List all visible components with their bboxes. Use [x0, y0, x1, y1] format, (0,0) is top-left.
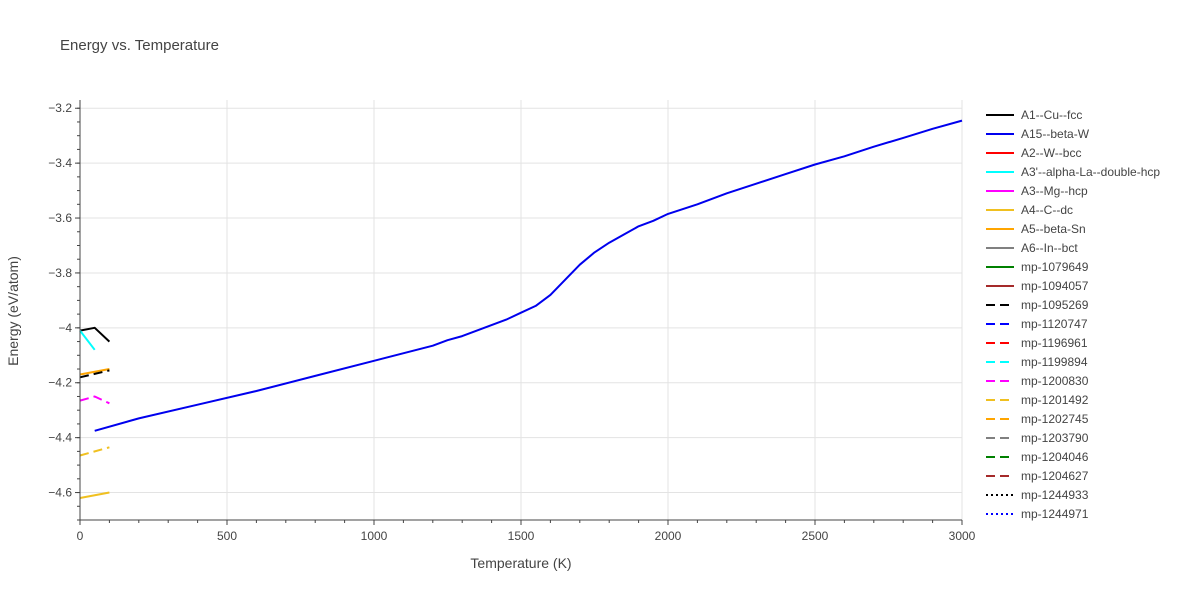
legend-label: mp-1204627: [1021, 469, 1089, 483]
legend-label: A1--Cu--fcc: [1021, 108, 1082, 122]
legend-item[interactable]: mp-1120747: [986, 317, 1088, 331]
legend-item[interactable]: mp-1199894: [986, 355, 1088, 369]
y-tick-label: −3.2: [48, 101, 72, 115]
x-tick-label: 3000: [949, 529, 976, 543]
x-axis-title: Temperature (K): [470, 555, 571, 571]
legend-item[interactable]: A1--Cu--fcc: [986, 108, 1082, 122]
legend-item[interactable]: A3'--alpha-La--double-hcp: [986, 165, 1160, 179]
legend-label: mp-1079649: [1021, 260, 1089, 274]
legend-item[interactable]: mp-1244933: [986, 488, 1089, 502]
legend-item[interactable]: mp-1079649: [986, 260, 1089, 274]
y-tick-label: −4.4: [48, 431, 72, 445]
legend-item[interactable]: A4--C--dc: [986, 203, 1073, 217]
legend-label: mp-1199894: [1021, 355, 1088, 369]
legend-item[interactable]: mp-1202745: [986, 412, 1089, 426]
x-tick-label: 0: [77, 529, 84, 543]
legend-label: mp-1244933: [1021, 488, 1089, 502]
y-tick-label: −4.6: [48, 486, 72, 500]
legend-item[interactable]: mp-1244971: [986, 507, 1089, 521]
y-tick-label: −4: [58, 321, 72, 335]
legend-item[interactable]: mp-1204627: [986, 469, 1089, 483]
plot-area: [79, 119, 963, 499]
x-tick-label: 1000: [361, 529, 388, 543]
x-tick-label: 500: [217, 529, 237, 543]
legend-item[interactable]: A5--beta-Sn: [986, 222, 1086, 236]
y-tick-label: −3.4: [48, 156, 72, 170]
series-line-A1--Cu--fcc: [79, 326, 111, 343]
legend[interactable]: A1--Cu--fcc A15--beta-W A2--W--bcc A3'--alp…: [986, 108, 1160, 521]
legend-item[interactable]: mp-1196961: [986, 336, 1088, 350]
legend-label: mp-1094057: [1021, 279, 1089, 293]
y-axis-title: Energy (eV/atom): [5, 256, 21, 366]
legend-label: mp-1095269: [1021, 298, 1089, 312]
legend-item[interactable]: A2--W--bcc: [986, 146, 1081, 160]
legend-item[interactable]: mp-1094057: [986, 279, 1089, 293]
y-tick-label: −4.2: [48, 376, 72, 390]
axes: 0 500 1000 1500 2000 2500 3000 −4.6 −4.4 −4.2 −4 −3…: [48, 100, 976, 543]
y-tick-label: −3.8: [48, 266, 72, 280]
series-line-A3'--alpha-La--double-hcp: [79, 329, 96, 351]
series-line-A5--beta-Sn: [79, 368, 110, 376]
legend-label: mp-1200830: [1021, 374, 1089, 388]
legend-label: A3'--alpha-La--double-hcp: [1021, 165, 1160, 179]
x-tick-label: 1500: [508, 529, 535, 543]
series-line-mp-1200830: [79, 395, 110, 405]
legend-label: A15--beta-W: [1021, 127, 1090, 141]
legend-item[interactable]: mp-1200830: [986, 374, 1089, 388]
legend-item[interactable]: A3--Mg--hcp: [986, 184, 1088, 198]
legend-label: A5--beta-Sn: [1021, 222, 1086, 236]
series-line-mp-1201492: [79, 446, 110, 457]
legend-label: mp-1196961: [1021, 336, 1088, 350]
legend-label: mp-1120747: [1021, 317, 1088, 331]
legend-label: mp-1244971: [1021, 507, 1089, 521]
series-line-A15--beta-W: [94, 119, 963, 432]
legend-label: A6--In--bct: [1021, 241, 1078, 255]
legend-label: mp-1202745: [1021, 412, 1089, 426]
grid: [80, 100, 963, 520]
y-tick-label: −3.6: [48, 211, 72, 225]
legend-label: mp-1204046: [1021, 450, 1089, 464]
series-line-mp-1095269: [79, 369, 110, 379]
legend-label: mp-1201492: [1021, 393, 1089, 407]
x-tick-label: 2500: [802, 529, 829, 543]
legend-label: mp-1203790: [1021, 431, 1089, 445]
legend-label: A2--W--bcc: [1021, 146, 1081, 160]
legend-item[interactable]: mp-1201492: [986, 393, 1089, 407]
legend-label: A4--C--dc: [1021, 203, 1073, 217]
chart-title: Energy vs. Temperature: [60, 37, 219, 54]
legend-item[interactable]: mp-1095269: [986, 298, 1089, 312]
legend-item[interactable]: mp-1203790: [986, 431, 1089, 445]
series-line-A4--C--dc: [79, 491, 110, 499]
legend-item[interactable]: A6--In--bct: [986, 241, 1078, 255]
legend-item[interactable]: mp-1204046: [986, 450, 1089, 464]
x-tick-label: 2000: [655, 529, 682, 543]
legend-label: A3--Mg--hcp: [1021, 184, 1088, 198]
legend-item[interactable]: A15--beta-W: [986, 127, 1090, 141]
